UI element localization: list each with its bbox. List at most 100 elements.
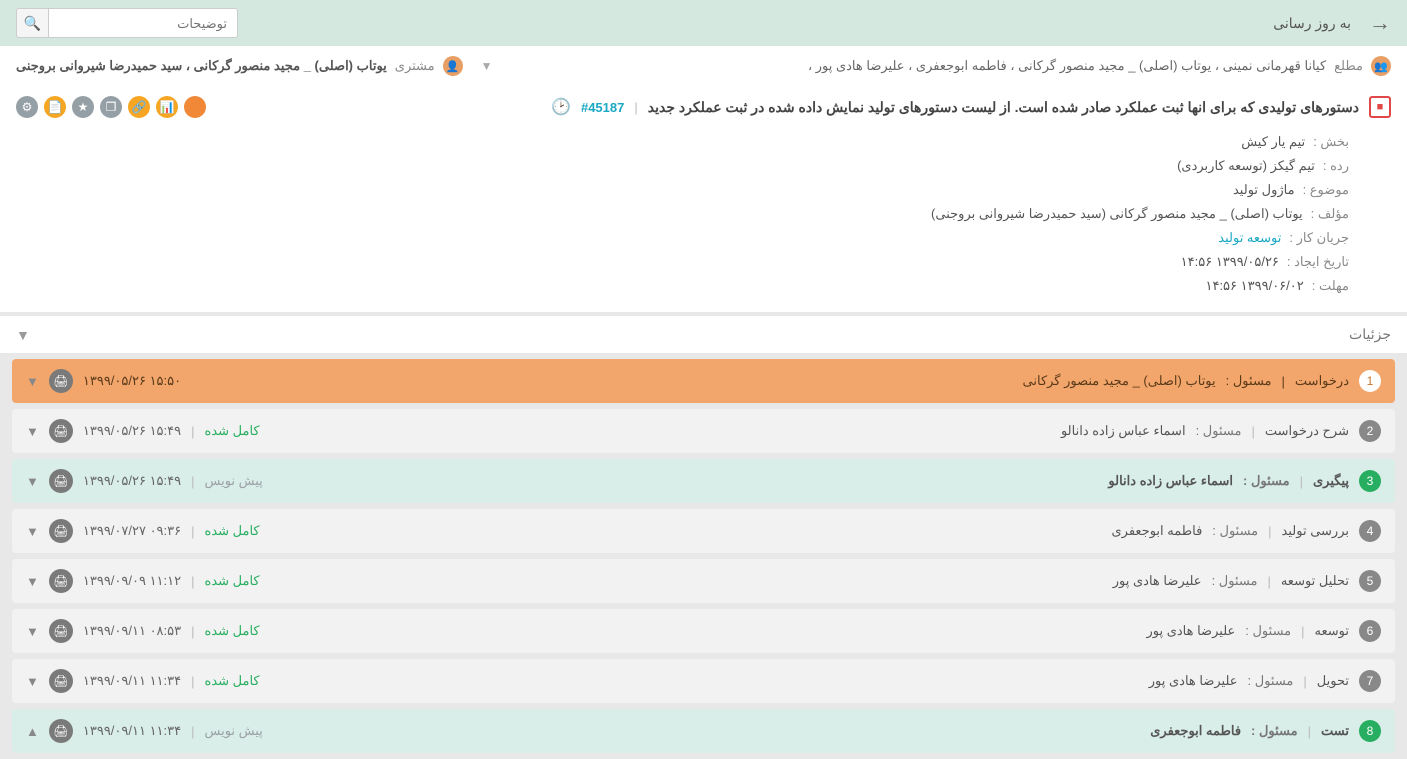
separator: |	[191, 524, 194, 539]
caret-down-icon[interactable]: ▼	[481, 59, 493, 73]
watchers-label: مطلع	[1334, 58, 1363, 74]
print-icon[interactable]: 🖨	[49, 419, 73, 443]
stage-label: توسعه	[1315, 623, 1349, 639]
stage-status: پیش نویس	[205, 723, 263, 739]
chevron-up-icon[interactable]: ▲	[26, 724, 39, 739]
clock-icon: 🕑	[551, 97, 571, 117]
separator: |	[1282, 374, 1285, 389]
owner-label: مسئول :	[1248, 673, 1294, 689]
meta-label: مهلت :	[1312, 278, 1349, 294]
chevron-down-icon[interactable]: ▼	[26, 474, 39, 489]
owner-value: یوتاب (اصلی) _ مجید منصور گرکانی	[1023, 373, 1216, 389]
details-label: جزئیات	[1349, 326, 1391, 343]
meta-value: تیم یار کیش	[1241, 134, 1305, 150]
stage-rows: 1 درخواست | مسئول : یوتاب (اصلی) _ مجید …	[0, 359, 1407, 753]
stage-date: ۱۳۹۹/۰۵/۲۶ ۱۵:۵۰	[83, 373, 181, 389]
search-input[interactable]	[48, 8, 238, 38]
meta-value: یوتاب (اصلی) _ مجید منصور گرکانی (سید حم…	[931, 206, 1303, 222]
print-icon[interactable]: 🖨	[49, 669, 73, 693]
copy-icon[interactable]: ❐	[100, 96, 122, 118]
star-icon[interactable]: ★	[72, 96, 94, 118]
ticket-type-icon: ■	[1369, 96, 1391, 118]
stage-row-dev-analysis[interactable]: 5 تحلیل توسعه | مسئول : علیرضا هادی پور …	[12, 559, 1395, 603]
print-icon[interactable]: 🖨	[49, 619, 73, 643]
print-icon[interactable]: 🖨	[49, 719, 73, 743]
meta-workflow: جریان کار : توسعه تولید	[58, 226, 1349, 250]
stage-row-desc[interactable]: 2 شرح درخواست | مسئول : اسماء عباس زاده …	[12, 409, 1395, 453]
separator: |	[1308, 724, 1311, 739]
note-icon[interactable]: 📄	[44, 96, 66, 118]
stage-status: کامل شده	[205, 573, 260, 589]
owner-value: فاطمه ابوجعفری	[1111, 523, 1202, 539]
chevron-down-icon[interactable]: ▼	[26, 624, 39, 639]
separator: |	[1301, 624, 1304, 639]
print-icon[interactable]: 🖨	[49, 519, 73, 543]
stage-row-delivery[interactable]: 7 تحویل | مسئول : علیرضا هادی پور کامل ش…	[12, 659, 1395, 703]
status-dot-icon[interactable]	[184, 96, 206, 118]
stage-row-dev[interactable]: 6 توسعه | مسئول : علیرضا هادی پور کامل ش…	[12, 609, 1395, 653]
stage-status: کامل شده	[205, 673, 260, 689]
ticket-id[interactable]: #45187	[581, 100, 624, 115]
back-arrow-icon[interactable]: →	[1369, 10, 1391, 36]
chevron-down-icon[interactable]: ▼	[16, 327, 30, 343]
stage-date: ۱۳۹۹/۰۹/۱۱ ۰۸:۵۳	[83, 623, 181, 639]
meta-label: تاریخ ایجاد :	[1287, 254, 1349, 270]
watchers-bar: 👥 مطلع کیانا قهرمانی نمینی ، یوتاب (اصلی…	[0, 46, 1407, 86]
owner-label: مسئول :	[1245, 623, 1291, 639]
owner-label: مسئول :	[1196, 423, 1242, 439]
owner-label: مسئول :	[1212, 523, 1258, 539]
meta-label: موضوع :	[1303, 182, 1349, 198]
owner-label: مسئول :	[1212, 573, 1258, 589]
action-icons: 📊 🔗 ❐ ★ 📄 ⚙	[16, 96, 206, 118]
owner-value: علیرضا هادی پور	[1113, 573, 1202, 589]
stage-date: ۱۳۹۹/۰۵/۲۶ ۱۵:۴۹	[83, 423, 181, 439]
watchers-icon: 👥	[1371, 56, 1391, 76]
stage-row-followup[interactable]: 3 پیگیری | مسئول : اسماء عباس زاده دانال…	[12, 459, 1395, 503]
gear-icon[interactable]: ⚙	[16, 96, 38, 118]
chevron-down-icon[interactable]: ▼	[26, 524, 39, 539]
owner-value: علیرضا هادی پور	[1146, 623, 1235, 639]
meta-due: مهلت : ۱۳۹۹/۰۶/۰۲ ۱۴:۵۶	[58, 274, 1349, 298]
stage-number: 8	[1359, 720, 1381, 742]
owner-label: مسئول :	[1251, 723, 1298, 739]
stage-number: 3	[1359, 470, 1381, 492]
stage-date: ۱۳۹۹/۰۷/۲۷ ۰۹:۳۶	[83, 523, 181, 539]
separator: |	[1251, 424, 1254, 439]
print-icon[interactable]: 🖨	[49, 569, 73, 593]
customer-icon: 👤	[443, 56, 463, 76]
link-icon[interactable]: 🔗	[128, 96, 150, 118]
stage-date: ۱۳۹۹/۰۹/۱۱ ۱۱:۳۴	[83, 673, 181, 689]
stage-number: 4	[1359, 520, 1381, 542]
meta-subject: موضوع : ماژول تولید	[58, 178, 1349, 202]
chevron-down-icon[interactable]: ▼	[26, 374, 39, 389]
meta-label: جریان کار :	[1289, 230, 1349, 246]
search-button[interactable]: 🔍	[16, 8, 48, 38]
print-icon[interactable]: 🖨	[49, 469, 73, 493]
top-bar: → به روز رسانی 🔍	[0, 0, 1407, 46]
search-icon: 🔍	[24, 15, 41, 31]
separator: |	[191, 474, 194, 489]
chevron-down-icon[interactable]: ▼	[26, 674, 39, 689]
stage-date: ۱۳۹۹/۰۹/۰۹ ۱۱:۱۲	[83, 573, 181, 589]
owner-label: مسئول :	[1243, 473, 1290, 489]
stage-row-test[interactable]: 8 تست | مسئول : فاطمه ابوجعفری پیش نویس …	[12, 709, 1395, 753]
meta-value-link[interactable]: توسعه تولید	[1218, 230, 1281, 246]
separator: |	[191, 624, 194, 639]
chart-icon[interactable]: 📊	[156, 96, 178, 118]
stage-row-prod-review[interactable]: 4 بررسی تولید | مسئول : فاطمه ابوجعفری ک…	[12, 509, 1395, 553]
print-icon[interactable]: 🖨	[49, 369, 73, 393]
watchers-names: کیانا قهرمانی نمینی ، یوتاب (اصلی) _ مجی…	[808, 58, 1326, 74]
chevron-down-icon[interactable]: ▼	[26, 424, 39, 439]
stage-date: ۱۳۹۹/۰۵/۲۶ ۱۵:۴۹	[83, 473, 181, 489]
customer-name: یوتاب (اصلی) _ مجید منصور گرکانی ، سید ح…	[16, 58, 387, 74]
stage-row-request[interactable]: 1 درخواست | مسئول : یوتاب (اصلی) _ مجید …	[12, 359, 1395, 403]
meta-value: تیم گیکز (توسعه کاربردی)	[1177, 158, 1315, 174]
stage-label: شرح درخواست	[1265, 423, 1349, 439]
meta-created: تاریخ ایجاد : ۱۳۹۹/۰۵/۲۶ ۱۴:۵۶	[58, 250, 1349, 274]
owner-value: علیرضا هادی پور	[1149, 673, 1238, 689]
refresh-button[interactable]: به روز رسانی	[1273, 15, 1351, 32]
stage-date: ۱۳۹۹/۰۹/۱۱ ۱۱:۳۴	[83, 723, 181, 739]
stage-status: کامل شده	[205, 523, 260, 539]
meta-label: رده :	[1323, 158, 1349, 174]
chevron-down-icon[interactable]: ▼	[26, 574, 39, 589]
